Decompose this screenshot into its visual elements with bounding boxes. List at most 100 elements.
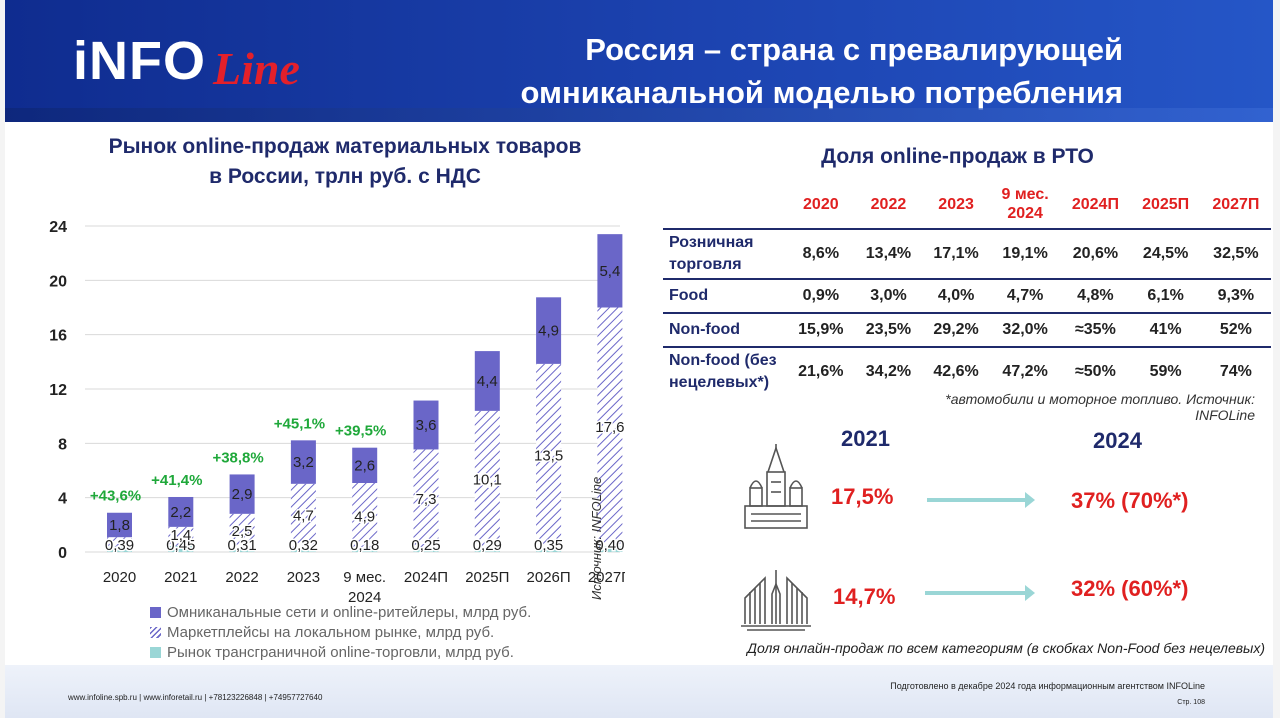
- legend-label-marketplaces: Маркетплейсы на локальном рынке, млрд ру…: [167, 623, 495, 641]
- x-tick-label: 9 мес.: [343, 569, 386, 586]
- moscow-share-2024: 37% (70%*): [1071, 488, 1189, 513]
- rto-value-cell: 41%: [1130, 312, 1201, 347]
- bar-omnichannel: [229, 474, 255, 514]
- rto-row: Food 0,9% 3,0% 4,0% 4,7% 4,8% 6,1% 9,3%: [663, 278, 1271, 313]
- bar-crossborder: [107, 546, 132, 552]
- moscow-arrow: [927, 492, 1035, 508]
- rto-value-cell: 4,7%: [989, 278, 1061, 313]
- rto-value-cell: ≈50%: [1060, 346, 1131, 396]
- rto-year-header: 2020: [787, 180, 855, 229]
- bar-omnichannel: [536, 297, 562, 364]
- bar-marketplaces: [413, 449, 439, 549]
- bar-crossborder: [597, 546, 623, 552]
- rto-year-header: 2025П: [1131, 180, 1201, 229]
- label-omnichannel: 2,2: [170, 504, 191, 521]
- bar-crossborder: [413, 548, 439, 552]
- rto-row-label-line: Non-food (без: [669, 352, 777, 369]
- growth-label: +38,8%: [212, 449, 263, 466]
- rto-value-cell: 13,4%: [854, 228, 923, 279]
- label-marketplaces: 4,7: [293, 508, 314, 525]
- rto-header-row: 2020 2022 2023 9 мес. 2024 2024П 2025П 2027П: [663, 180, 1271, 229]
- bar-omnichannel: [290, 440, 316, 484]
- legend-item-omni: Омниканальные сети и online-ритейлеры, м…: [150, 602, 600, 622]
- growth-label: +39,5%: [335, 423, 386, 440]
- rto-year-header: 2024П: [1060, 180, 1130, 229]
- bar-crossborder: [229, 547, 255, 552]
- rto-value-cell: 32,0%: [989, 312, 1061, 347]
- y-tick-label: 20: [49, 273, 67, 290]
- logo-script-text: Line: [213, 43, 300, 94]
- spb-share-2021: 14,7%: [833, 584, 896, 609]
- rto-year-header-line: 2027П: [1212, 195, 1260, 213]
- rto-value-cell: 21,6%: [787, 346, 855, 396]
- rto-value-cell: 0,9%: [787, 278, 855, 313]
- y-tick-label: 0: [58, 545, 67, 562]
- rto-year-header-line: 2024П: [1071, 195, 1119, 213]
- rto-value-cell: 4,0%: [922, 278, 990, 313]
- chart-legend: Омниканальные сети и online-ритейлеры, м…: [150, 602, 600, 662]
- rto-value-cell: 6,1%: [1130, 278, 1201, 313]
- label-marketplaces: 7,3: [416, 491, 437, 508]
- bar-marketplaces: [474, 410, 500, 549]
- bar-crossborder: [168, 545, 194, 552]
- page-title-line1: Россия – страна с превалирующей: [585, 32, 1123, 67]
- label-omnichannel: 2,6: [354, 457, 375, 474]
- label-crossborder: 0,40: [595, 537, 624, 554]
- rto-year-header-line: 2025П: [1142, 195, 1190, 213]
- rto-value-cell: ≈35%: [1060, 312, 1131, 347]
- legend-label-omni: Омниканальные сети и online-ритейлеры, м…: [167, 603, 532, 621]
- bar-marketplaces: [352, 482, 378, 550]
- rto-title: Доля online-продаж в РТО: [821, 145, 1094, 168]
- slide: iNFO Line Россия – страна с превалирующе…: [5, 0, 1273, 718]
- label-crossborder: 0,35: [534, 537, 563, 554]
- rto-value-cell: 3,0%: [854, 278, 923, 313]
- spb-share-2024: 32% (60%*): [1071, 576, 1189, 601]
- rto-value-cell: 17,1%: [922, 228, 990, 279]
- label-crossborder: 0,25: [411, 537, 440, 554]
- bar-marketplaces: [229, 513, 255, 548]
- kremlin-cathedral-icon: [744, 444, 808, 529]
- rto-row: Non-food (без нецелевых*) 21,6% 34,2% 42,6% 4…: [663, 346, 1271, 396]
- rto-value-cell: 52%: [1200, 312, 1271, 347]
- legend-item-marketplaces: Маркетплейсы на локальном рынке, млрд ру…: [150, 622, 600, 642]
- label-omnichannel: 5,4: [599, 263, 620, 280]
- label-crossborder: 0,29: [473, 537, 502, 554]
- rto-row-label-line: нецелевых*): [669, 374, 770, 391]
- rto-value-cell: 20,6%: [1060, 228, 1131, 279]
- rto-footnote: *автомобили и моторное топливо. Источник…: [945, 391, 1255, 423]
- label-marketplaces: 10,1: [473, 471, 502, 488]
- label-omnichannel: 4,4: [477, 373, 498, 390]
- label-marketplaces: 17,6: [595, 419, 624, 436]
- bar-crossborder: [474, 548, 500, 552]
- growth-label: +43,6%: [90, 488, 141, 505]
- rto-value-cell: 19,1%: [989, 228, 1061, 279]
- rto-year-header: 2022: [855, 180, 923, 229]
- rto-value-cell: 15,9%: [787, 312, 855, 347]
- rto-row-label: Food: [663, 278, 787, 313]
- footer-contacts: www.infoline.spb.ru | www.inforetail.ru …: [68, 693, 323, 702]
- label-omnichannel: 3,2: [293, 454, 314, 471]
- rto-value-cell: 29,2%: [922, 312, 990, 347]
- page-title-line2: омниканальной моделью потребления: [520, 75, 1123, 110]
- legend-swatch-crossborder: [150, 646, 161, 658]
- legend-label-crossborder: Рынок трансграничной online-торговли, мл…: [167, 643, 514, 661]
- chart-title-line2: в России, трлн руб. с НДС: [209, 165, 481, 188]
- rto-row-label: Розничная торговля: [663, 228, 787, 279]
- chart-title: Рынок online-продаж материальных товаров…: [85, 132, 605, 192]
- bar-omnichannel: [474, 351, 500, 411]
- infoline-logo: iNFO Line: [73, 30, 300, 94]
- rto-year-header: 9 мес. 2024: [990, 180, 1060, 229]
- label-omnichannel: 2,9: [232, 486, 253, 503]
- label-marketplaces: 13,5: [534, 448, 563, 465]
- rto-year-header-line: 9 мес.: [1001, 186, 1049, 203]
- rto-value-cell: 74%: [1200, 346, 1271, 396]
- bar-marketplaces: [107, 537, 132, 547]
- footer: www.infoline.spb.ru | www.inforetail.ru …: [5, 665, 1273, 718]
- footer-prepared: Подготовлено в декабре 2024 года информа…: [890, 681, 1205, 691]
- rto-value-cell: 8,6%: [787, 228, 855, 279]
- y-tick-label: 8: [58, 436, 67, 453]
- label-omnichannel: 1,8: [109, 517, 130, 534]
- rto-row: Non-food 15,9% 23,5% 29,2% 32,0% ≈35% 41% 52%: [663, 312, 1271, 347]
- bar-omnichannel: [168, 496, 194, 527]
